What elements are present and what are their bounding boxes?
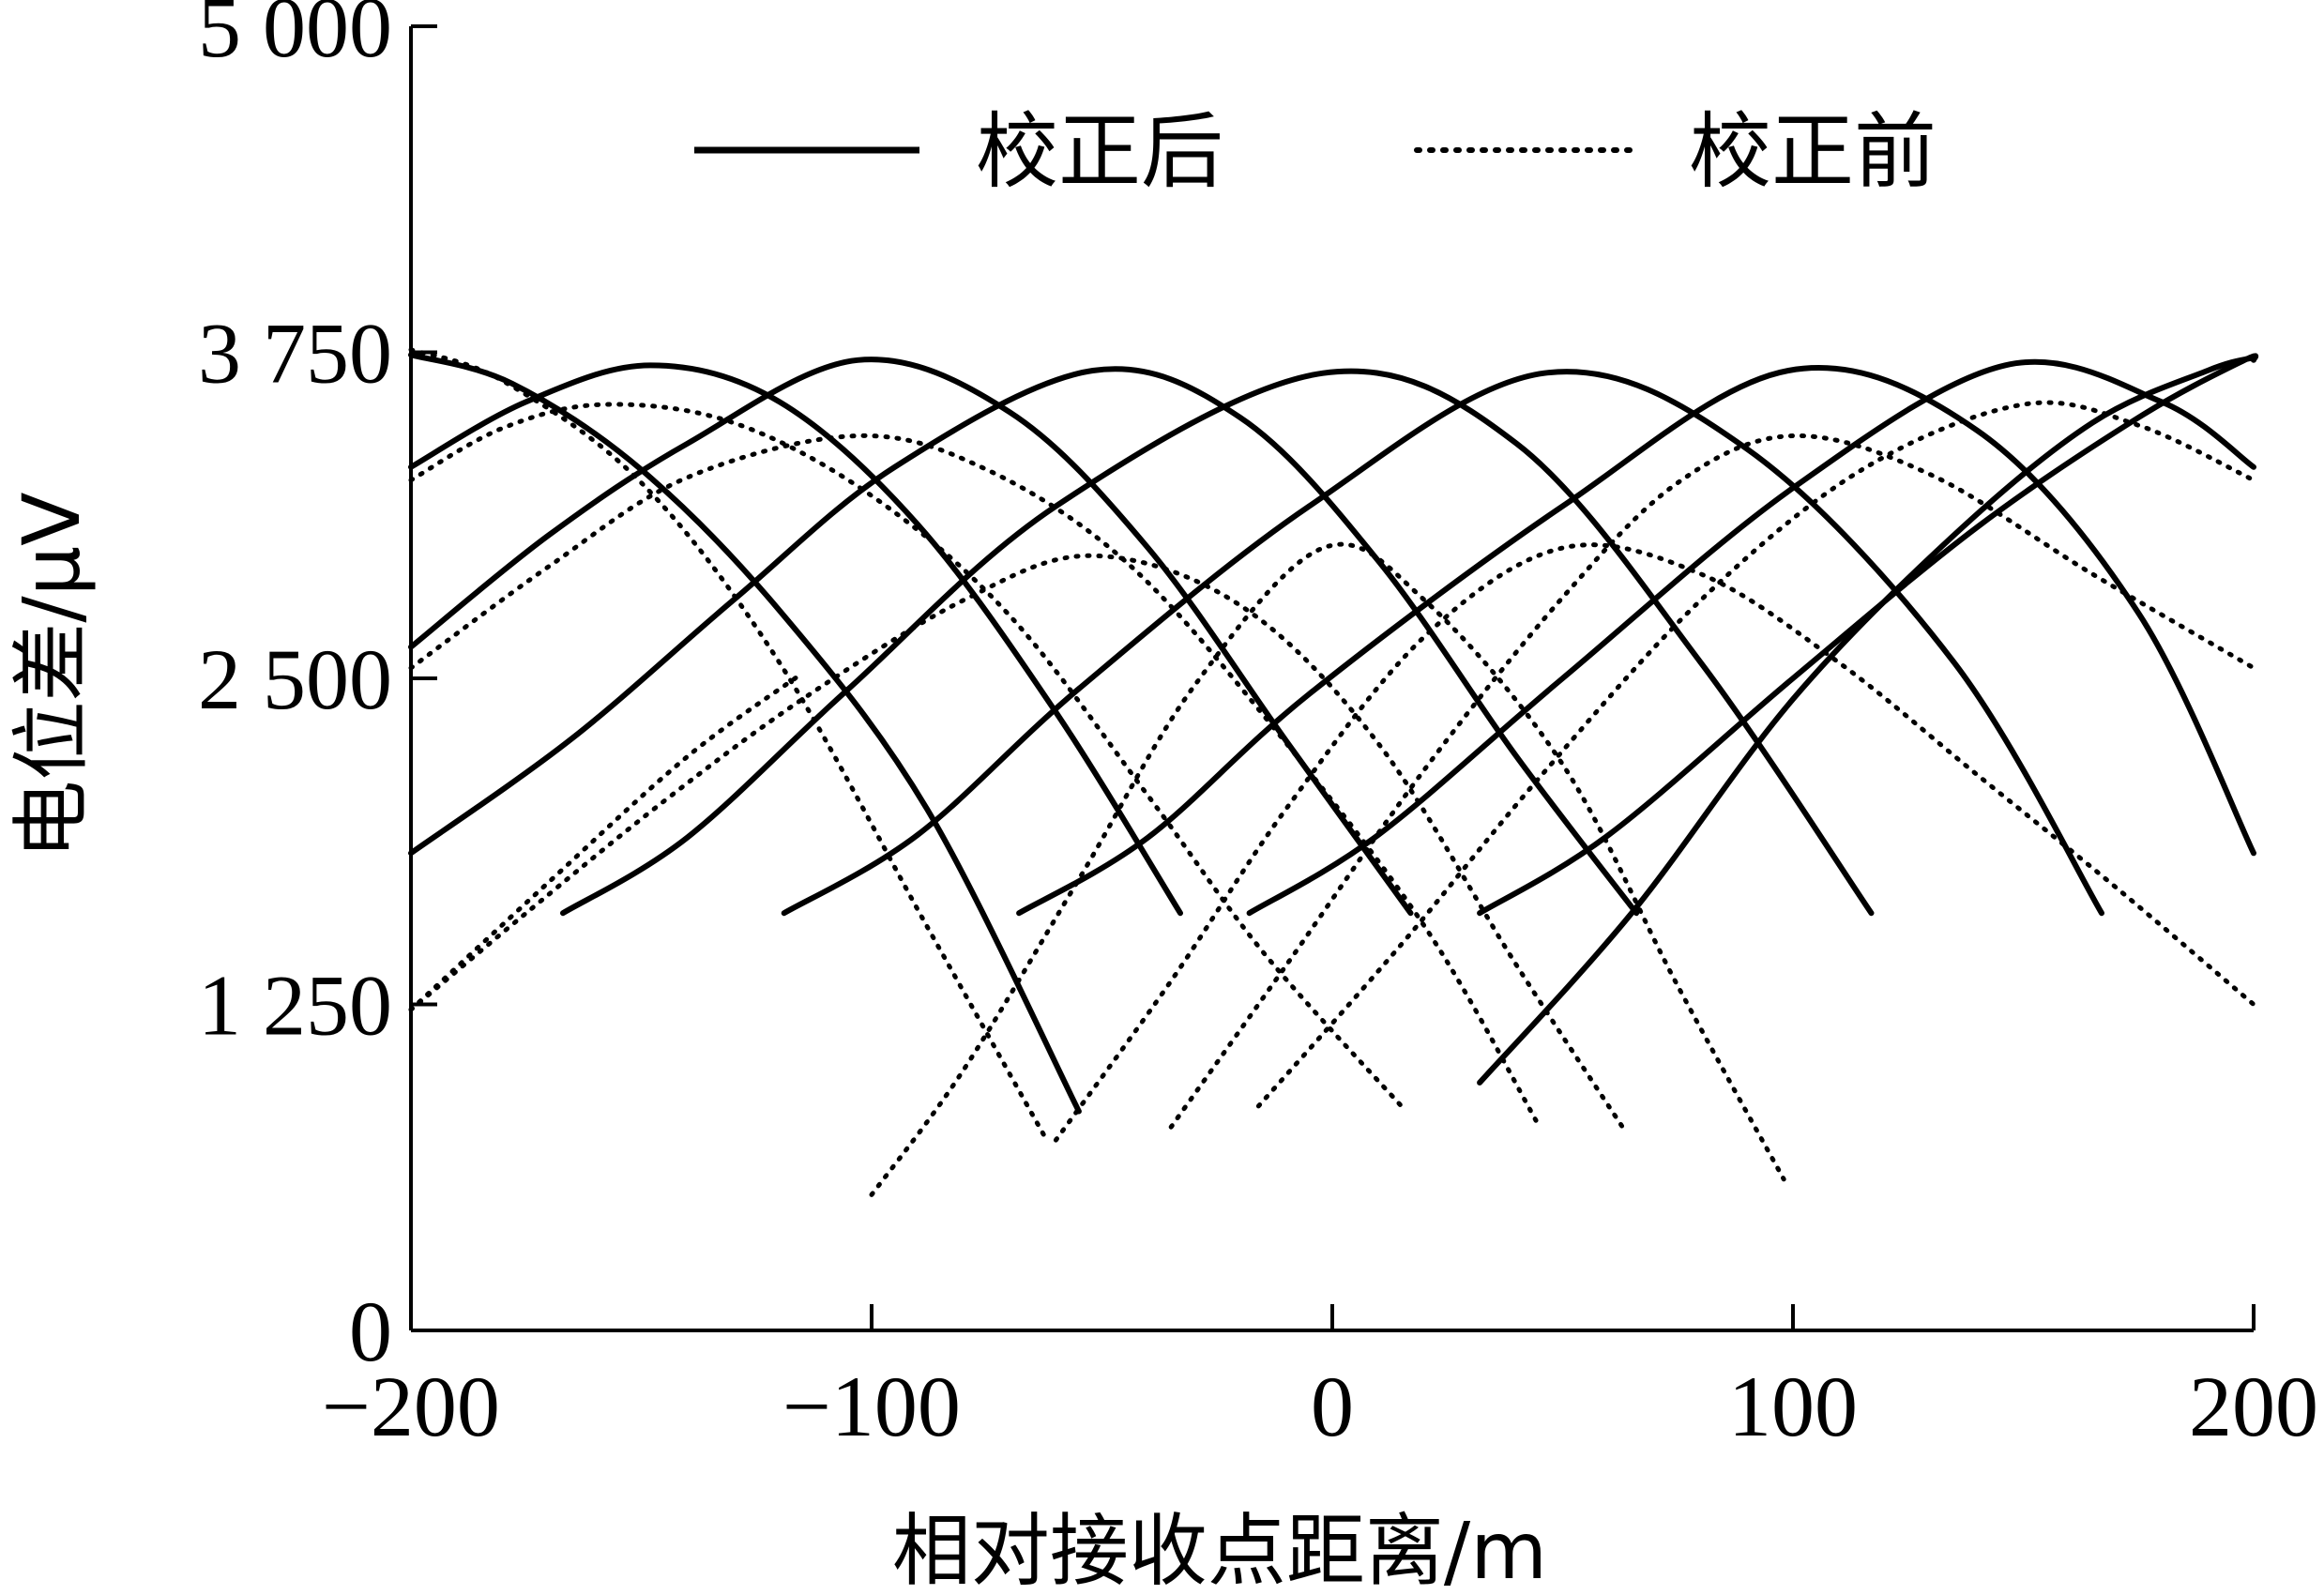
series-line-before-11 xyxy=(408,402,1405,1109)
x-tick-label: 100 xyxy=(1728,1359,1858,1454)
series-line-after-7 xyxy=(1246,358,2256,917)
series-line-before-15 xyxy=(1053,542,2256,1143)
series-line-after-5 xyxy=(781,369,2104,917)
series-line-after-1 xyxy=(408,362,1183,917)
legend-label-before: 校正前 xyxy=(1689,103,1937,200)
legend-label-after: 校正后 xyxy=(976,103,1223,200)
series-line-before-14 xyxy=(869,541,1786,1197)
y-tick-label: 2 500 xyxy=(198,631,392,727)
y-tick-label: 5 000 xyxy=(198,0,392,75)
legend: 校正后 校正前 xyxy=(694,103,1937,200)
series-line-after-0 xyxy=(408,352,1082,1115)
y-axis-title: 电位差/μV xyxy=(6,492,98,858)
series-line-after-3 xyxy=(408,366,1640,917)
x-tick-label: 0 xyxy=(1311,1359,1354,1454)
series-line-before-16 xyxy=(1168,433,2256,1130)
series-layer xyxy=(408,347,2259,1197)
y-tick-label: 1 250 xyxy=(198,958,392,1054)
x-tick-label: 200 xyxy=(2189,1359,2318,1454)
x-tick-label: −200 xyxy=(322,1359,500,1454)
series-line-before-10 xyxy=(408,347,1050,1143)
series-line-before-12 xyxy=(408,433,1542,1130)
series-line-after-4 xyxy=(560,368,1875,917)
x-axis-title: 相对接收点距离/m xyxy=(892,1505,1547,1595)
series-line-before-18 xyxy=(408,670,805,1012)
axes: −200 −100 0 100 200 0 1 250 2 500 3 750 5 000 xyxy=(198,0,2318,1454)
x-tick-label: −100 xyxy=(782,1359,961,1454)
series-line-before-17 xyxy=(1255,400,2256,1109)
series-line-after-8 xyxy=(1477,353,2259,917)
series-line-after-6 xyxy=(1016,365,2256,917)
y-tick-label: 3 750 xyxy=(198,306,392,402)
y-tick-label: 0 xyxy=(349,1284,392,1379)
series-line-before-13 xyxy=(408,553,1625,1130)
series-line-after-9 xyxy=(1477,355,2256,1086)
